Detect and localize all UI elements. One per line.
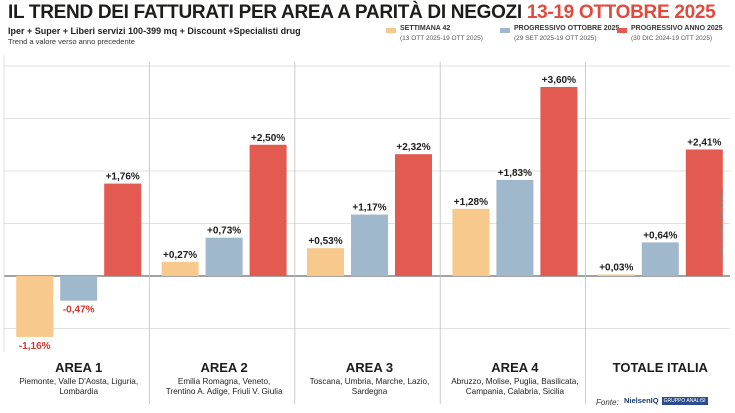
bar-1-4 <box>452 208 490 276</box>
data-label-1-4: +1,28% <box>454 197 488 208</box>
data-label-1-5: +0,03% <box>599 262 633 273</box>
bar-1-5 <box>597 274 635 276</box>
bar-2-3 <box>351 214 388 276</box>
data-label-1-2: +0,27% <box>163 250 197 261</box>
region-label-2-2: Trentino A. Adige, Friuli V. Giulia <box>166 387 283 396</box>
chart-note: Trend a valore verso anno precedente <box>8 37 135 46</box>
title-main: IL TREND DEI FATTURATI PER AREA A PARITÀ… <box>8 2 522 23</box>
region-label-3-2: Sardegna <box>352 387 388 396</box>
nielseniq-logo: NielsenIQ <box>624 396 659 405</box>
data-label-1-3: +0,53% <box>308 236 342 247</box>
source-label: Fonte: <box>596 398 619 407</box>
region-label-1-2: Lombardia <box>59 387 98 396</box>
title-date: 13-19 OTTOBRE 2025 <box>526 2 716 23</box>
category-label-1: AREA 1 <box>55 360 102 375</box>
data-label-3-3: +2,32% <box>396 142 430 153</box>
legend-swatch-ottobre <box>500 28 510 33</box>
legend-swatch-anno <box>617 28 627 33</box>
legend-label-ottobre: PROGRESSIVO OTTOBRE 2025 <box>514 25 620 32</box>
bar-2-2 <box>205 237 243 276</box>
data-label-3-1: +1,76% <box>106 172 140 183</box>
category-label-5: TOTALE ITALIA <box>613 360 709 375</box>
bar-2-4 <box>496 179 534 276</box>
chart-subtitle: Iper + Super + Liberi servizi 100-399 mq… <box>8 26 301 36</box>
region-label-1-1: Piemonte, Valle D'Aosta, Liguria, <box>19 377 138 386</box>
legend-swatch-settimana <box>386 28 396 33</box>
category-label-4: AREA 4 <box>491 360 539 375</box>
bar-3-3 <box>395 154 432 276</box>
data-label-2-5: +0,64% <box>643 230 677 241</box>
legend-label-anno: PROGRESSIVO ANNO 2025 <box>631 25 723 32</box>
data-label-2-2: +0,73% <box>207 226 241 237</box>
consumer-logo: GRUPPO ANALISI <box>661 397 708 406</box>
bar-2-5 <box>641 242 679 276</box>
data-label-2-3: +1,17% <box>352 203 386 214</box>
legend-range-anno: (30 DIC 2024-19 OTT 2025) <box>631 35 713 42</box>
region-label-3-1: Toscana, Umbria, Marche, Lazio, <box>310 377 430 386</box>
bar-3-1 <box>104 183 142 276</box>
data-label-2-1: -0,47% <box>63 305 95 316</box>
data-label-2-4: +1,83% <box>498 168 532 179</box>
data-label-3-4: +3,60% <box>542 75 576 86</box>
bar-1-3 <box>307 248 344 276</box>
chart-title: IL TREND DEI FATTURATI PER AREA A PARITÀ… <box>8 2 716 24</box>
legend-range-ottobre: (29 SET 2025-19 OTT 2025) <box>514 35 597 42</box>
source-logos: NielsenIQ GRUPPO ANALISI <box>624 396 708 406</box>
bar-3-5 <box>685 149 723 276</box>
data-label-3-2: +2,50% <box>251 133 285 144</box>
region-label-2-1: Emilia Romagna, Veneto, <box>178 377 270 386</box>
legend-label-settimana: SETTIMANA 42 <box>400 25 451 32</box>
credit-text: STUDIO GRAFICO CUTAPORTELLI <box>719 188 724 262</box>
region-label-4-2: Campania, Calabria, Sicilia <box>466 387 565 396</box>
data-label-1-1: -1,16% <box>19 341 51 352</box>
category-label-2: AREA 2 <box>200 360 247 375</box>
data-label-3-5: +2,41% <box>687 137 721 148</box>
region-label-4-1: Abruzzo, Molise, Puglia, Basilicata, <box>451 377 578 386</box>
legend-range-settimana: (13 OTT 2025-19 OTT 2025) <box>400 35 483 42</box>
bar-2-1 <box>60 276 98 301</box>
bar-1-1 <box>16 276 54 337</box>
category-label-3: AREA 3 <box>346 360 393 375</box>
bar-3-4 <box>540 87 578 276</box>
bar-1-2 <box>161 261 199 276</box>
bar-3-2 <box>249 144 287 276</box>
